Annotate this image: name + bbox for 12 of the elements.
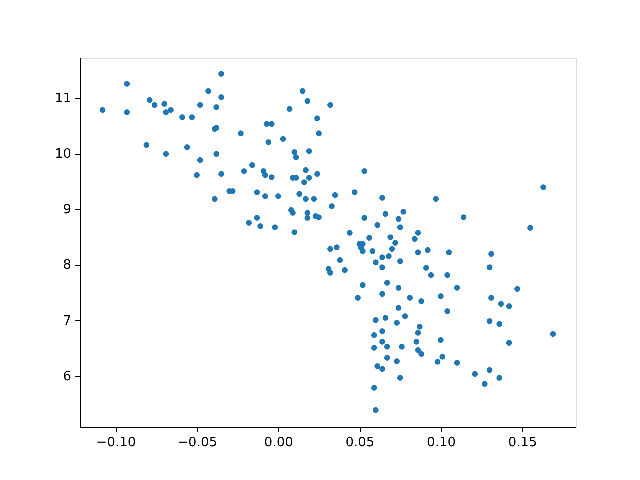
x-tick-label: 0.05 <box>346 436 375 450</box>
y-tick-label: 9 <box>63 202 72 218</box>
x-tick-label: −0.10 <box>96 436 136 450</box>
y-tick-label: 8 <box>63 258 72 274</box>
y-tick-label: 10 <box>54 147 72 162</box>
y-tick-label: 7 <box>63 314 72 329</box>
x-tick-label: −0.05 <box>178 436 218 450</box>
x-tick-label: 0.10 <box>427 436 456 450</box>
y-tick-label: 6 <box>63 369 72 384</box>
x-tick-label: 0.00 <box>264 436 294 450</box>
y-tick-label: 11 <box>54 92 72 107</box>
x-tick-label: 0.15 <box>508 436 538 450</box>
